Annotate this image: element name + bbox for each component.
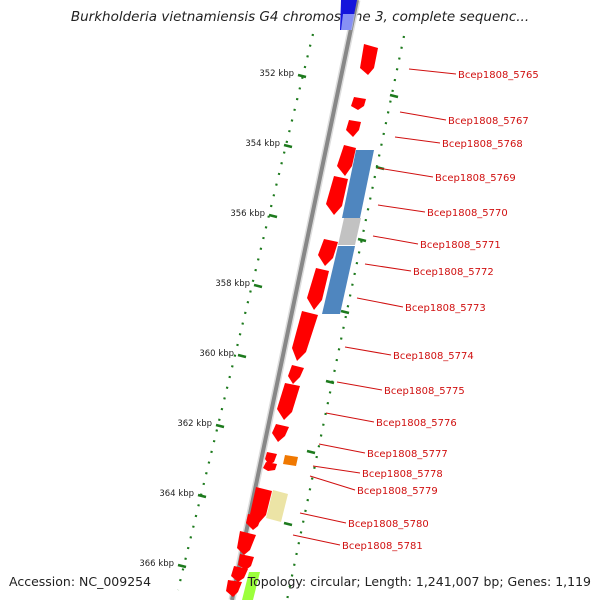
ruler-tick (253, 283, 263, 289)
gene-label-leader (325, 412, 375, 423)
gene-label[interactable]: Bcep1808_5781 (342, 541, 423, 552)
ruler-tick-label: 366 kbp (139, 559, 174, 569)
gene-label-leader (336, 381, 383, 391)
gene-label[interactable]: Bcep1808_5769 (435, 173, 516, 184)
gene-label[interactable]: Bcep1808_5767 (448, 116, 529, 127)
ruler-tick (215, 423, 225, 429)
gene-arrow[interactable] (292, 311, 318, 361)
gene-label-leader (394, 136, 441, 144)
gene-arrow[interactable] (231, 566, 248, 582)
accession-text: Accession: NC_009254 (9, 574, 152, 589)
gene-arrow[interactable] (250, 487, 272, 524)
backbone (230, 0, 359, 600)
gene-arrow[interactable] (246, 514, 262, 530)
khaki-feature (266, 490, 288, 522)
gene-label-leader (399, 111, 447, 121)
ruler-tick (283, 143, 293, 149)
gene-label-leader (364, 263, 412, 272)
blue-feature-1 (342, 150, 374, 218)
gene-label-leader (356, 297, 404, 308)
ruler-tick-label: 352 kbp (259, 69, 294, 79)
outer-ruler-tick (306, 449, 316, 455)
gene-arrow[interactable] (337, 145, 356, 176)
gene-arrow[interactable] (226, 580, 242, 597)
ruler-tick (197, 493, 207, 499)
gene-label-leader (377, 204, 426, 213)
gene-label-leader (318, 443, 366, 454)
gene-label-leader (299, 512, 347, 524)
ruler-tick-label: 362 kbp (177, 419, 212, 429)
ruler-tick (268, 213, 278, 219)
gene-label[interactable]: Bcep1808_5772 (413, 267, 494, 278)
gene-label[interactable]: Bcep1808_5778 (362, 469, 443, 480)
outer-ruler-tick (325, 379, 335, 385)
blue-feature-2 (322, 246, 355, 314)
gene-arrow[interactable] (238, 554, 254, 570)
outer-ruler-tick (283, 521, 293, 527)
gene-label[interactable]: Bcep1808_5780 (348, 519, 429, 530)
ruler-tick (297, 73, 307, 79)
gene-arrow[interactable] (288, 365, 304, 384)
gene-label-leader (372, 235, 419, 245)
gene-label-leader (292, 534, 341, 546)
gene-arrow[interactable] (277, 383, 300, 420)
gene-label[interactable]: Bcep1808_5779 (357, 486, 438, 497)
ruler-tick-label: 354 kbp (245, 139, 280, 149)
topology-summary: Topology: circular; Length: 1,241,007 bp… (247, 574, 591, 589)
gene-label[interactable]: Bcep1808_5768 (442, 139, 523, 150)
lime-feature (242, 572, 260, 600)
outer-ruler-tick (389, 93, 399, 99)
gene-label[interactable]: Bcep1808_5774 (393, 351, 474, 362)
ruler-tick-label: 356 kbp (230, 209, 265, 219)
gene-label[interactable]: Bcep1808_5771 (420, 240, 501, 251)
gene-arrow[interactable] (263, 462, 277, 471)
ruler-tick (237, 353, 247, 359)
gene-arrow[interactable] (265, 452, 277, 465)
gene-label[interactable]: Bcep1808_5770 (427, 208, 508, 219)
gene-arrow[interactable] (360, 44, 378, 75)
gene-label[interactable]: Bcep1808_5773 (405, 303, 486, 314)
gray-feature (338, 218, 361, 245)
outer-ruler-tick (357, 237, 367, 243)
orange-feature (283, 455, 298, 466)
navy-feature-shade (341, 14, 355, 30)
gene-arrow[interactable] (307, 268, 329, 310)
gene-arrow[interactable] (346, 120, 361, 137)
gene-label-leader (377, 167, 434, 178)
gene-label-leader (312, 465, 361, 474)
ruler-tick-label: 358 kbp (215, 279, 250, 289)
ruler-tick-label: 360 kbp (199, 349, 234, 359)
ruler-tick-label: 364 kbp (159, 489, 194, 499)
gene-label[interactable]: Bcep1808_5776 (376, 418, 457, 429)
inner-dotted-ruler (176, 33, 315, 591)
map-title: Burkholderia vietnamiensis G4 chromosome… (70, 9, 530, 25)
gene-label[interactable]: Bcep1808_5775 (384, 386, 465, 397)
gene-label-leader (344, 346, 392, 356)
gene-label[interactable]: Bcep1808_5777 (367, 449, 448, 460)
gene-arrow[interactable] (318, 239, 338, 266)
gene-arrow[interactable] (351, 97, 366, 110)
gene-label[interactable]: Bcep1808_5765 (458, 70, 539, 81)
gene-arrow[interactable] (272, 424, 289, 442)
outer-ruler-tick (340, 309, 350, 315)
gene-label-leader (408, 68, 457, 75)
gene-arrow[interactable] (326, 176, 348, 215)
gene-label-leader (309, 475, 356, 491)
ruler-tick (177, 563, 187, 569)
gene-arrow[interactable] (237, 531, 256, 555)
